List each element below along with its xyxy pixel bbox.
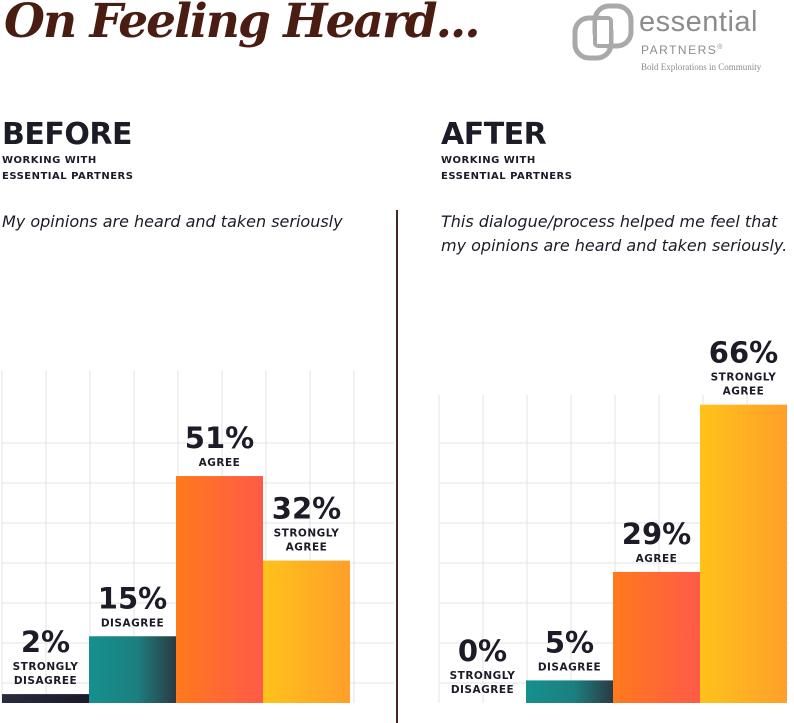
logo-mark-icon bbox=[572, 3, 634, 61]
after-heading: AFTER bbox=[441, 117, 547, 152]
before-category-label-strongly-agree: STRONGLY bbox=[274, 528, 340, 540]
after-category-label-strongly-agree: STRONGLY bbox=[711, 372, 777, 384]
after-category-label-strongly-disagree: STRONGLY bbox=[450, 670, 516, 682]
after-bar-disagree bbox=[526, 680, 613, 703]
panel-divider bbox=[396, 210, 398, 723]
after-value-label-strongly-disagree: 0% bbox=[458, 634, 507, 668]
after-question: This dialogue/process helped me feel tha… bbox=[441, 212, 788, 255]
after-category-label-strongly-disagree: DISAGREE bbox=[451, 684, 514, 696]
before-panel: BEFORE WORKING WITH ESSENTIAL PARTNERS M… bbox=[0, 0, 395, 723]
after-panel: AFTER WORKING WITH ESSENTIAL PARTNERS Th… bbox=[400, 0, 794, 723]
page-title: On Feeling Heard... bbox=[4, 0, 481, 49]
after-value-label-agree: 29% bbox=[622, 517, 691, 551]
after-category-label-disagree: DISAGREE bbox=[538, 661, 601, 673]
logo-subtitle: PARTNERS® bbox=[641, 43, 724, 57]
before-subheading: WORKING WITH ESSENTIAL PARTNERS bbox=[2, 155, 134, 182]
after-category-label-agree: AGREE bbox=[636, 553, 678, 565]
essential-partners-logo: essential PARTNERS® Bold Explorations in… bbox=[571, 2, 793, 74]
before-bar-strongly-agree bbox=[263, 560, 350, 703]
before-value-label-strongly-disagree: 2% bbox=[21, 625, 70, 659]
before-value-label-agree: 51% bbox=[185, 421, 254, 455]
before-value-label-strongly-agree: 32% bbox=[272, 492, 341, 526]
after-value-label-disagree: 5% bbox=[545, 625, 594, 659]
before-category-label-disagree: DISAGREE bbox=[101, 617, 164, 629]
after-bar-strongly-agree bbox=[700, 404, 787, 703]
before-heading: BEFORE bbox=[2, 117, 132, 152]
before-bar-disagree bbox=[89, 636, 176, 703]
after-category-label-strongly-agree: AGREE bbox=[723, 386, 765, 398]
after-subheading: WORKING WITH ESSENTIAL PARTNERS bbox=[441, 155, 573, 182]
before-question: My opinions are heard and taken seriousl… bbox=[2, 212, 343, 231]
before-bar-agree bbox=[176, 476, 263, 703]
after-bar-agree bbox=[613, 571, 700, 703]
logo-wordmark: essential bbox=[639, 6, 758, 38]
before-category-label-agree: AGREE bbox=[199, 457, 241, 469]
before-category-label-strongly-disagree: DISAGREE bbox=[14, 675, 77, 687]
before-value-label-disagree: 15% bbox=[98, 581, 167, 615]
before-category-label-strongly-agree: AGREE bbox=[286, 542, 328, 554]
before-bar-strongly-disagree bbox=[2, 694, 89, 703]
after-value-label-strongly-agree: 66% bbox=[709, 336, 778, 370]
before-category-label-strongly-disagree: STRONGLY bbox=[13, 661, 79, 673]
logo-tagline: Bold Explorations in Community bbox=[641, 62, 762, 72]
